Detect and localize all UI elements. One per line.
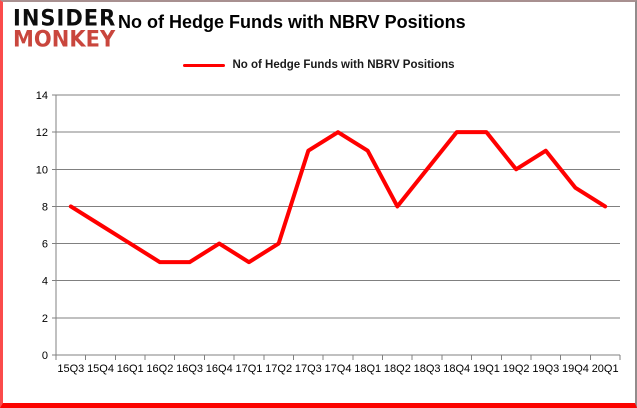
x-axis-tick-label: 18Q4 [443, 363, 470, 375]
logo-text-insider: INSIDER [13, 5, 117, 31]
y-axis-tick-label: 12 [36, 127, 48, 139]
x-axis-tick-label: 17Q2 [265, 363, 292, 375]
x-axis-tick-label: 20Q1 [592, 363, 619, 375]
x-axis-tick-label: 18Q3 [414, 363, 441, 375]
x-axis-tick-label: 17Q4 [325, 363, 352, 375]
x-axis-tick-label: 19Q4 [562, 363, 589, 375]
chart-title: No of Hedge Funds with NBRV Positions [118, 12, 466, 32]
logo-text-monkey: MONKEY [13, 26, 116, 52]
y-axis-tick-label: 10 [36, 164, 48, 176]
x-axis-tick-label: 15Q4 [87, 363, 114, 375]
x-axis-tick-label: 17Q1 [235, 363, 262, 375]
x-axis-tick-label: 19Q3 [532, 363, 559, 375]
insider-monkey-logo: INSIDER MONKEY [13, 5, 117, 52]
hedge-fund-positions-line [68, 130, 608, 265]
x-axis-tick-label: 16Q4 [206, 363, 233, 375]
legend-label: No of Hedge Funds with NBRV Positions [232, 59, 455, 71]
x-axis-tick-label: 18Q1 [354, 363, 381, 375]
x-axis-tick-label: 16Q3 [176, 363, 203, 375]
y-axis-tick-label: 8 [42, 201, 48, 213]
x-axis-tick-label: 18Q2 [384, 363, 411, 375]
y-axis-tick-label: 2 [42, 313, 48, 325]
y-axis-tick-label: 14 [36, 90, 48, 102]
x-axis-tick-label: 19Q2 [503, 363, 530, 375]
x-axis-tick-label: 17Q3 [295, 363, 322, 375]
y-axis-tick-label: 6 [42, 239, 48, 251]
legend-line-swatch [183, 63, 226, 67]
y-axis-tick-label: 0 [42, 350, 48, 362]
x-axis-tick-label: 15Q3 [57, 363, 84, 375]
y-axis-tick-label: 4 [42, 276, 48, 288]
x-axis-tick-label: 16Q1 [117, 363, 144, 375]
x-axis-tick-label: 19Q1 [473, 363, 500, 375]
chart-legend: No of Hedge Funds with NBRV Positions [3, 59, 635, 71]
x-axis-tick-label: 16Q2 [146, 363, 173, 375]
